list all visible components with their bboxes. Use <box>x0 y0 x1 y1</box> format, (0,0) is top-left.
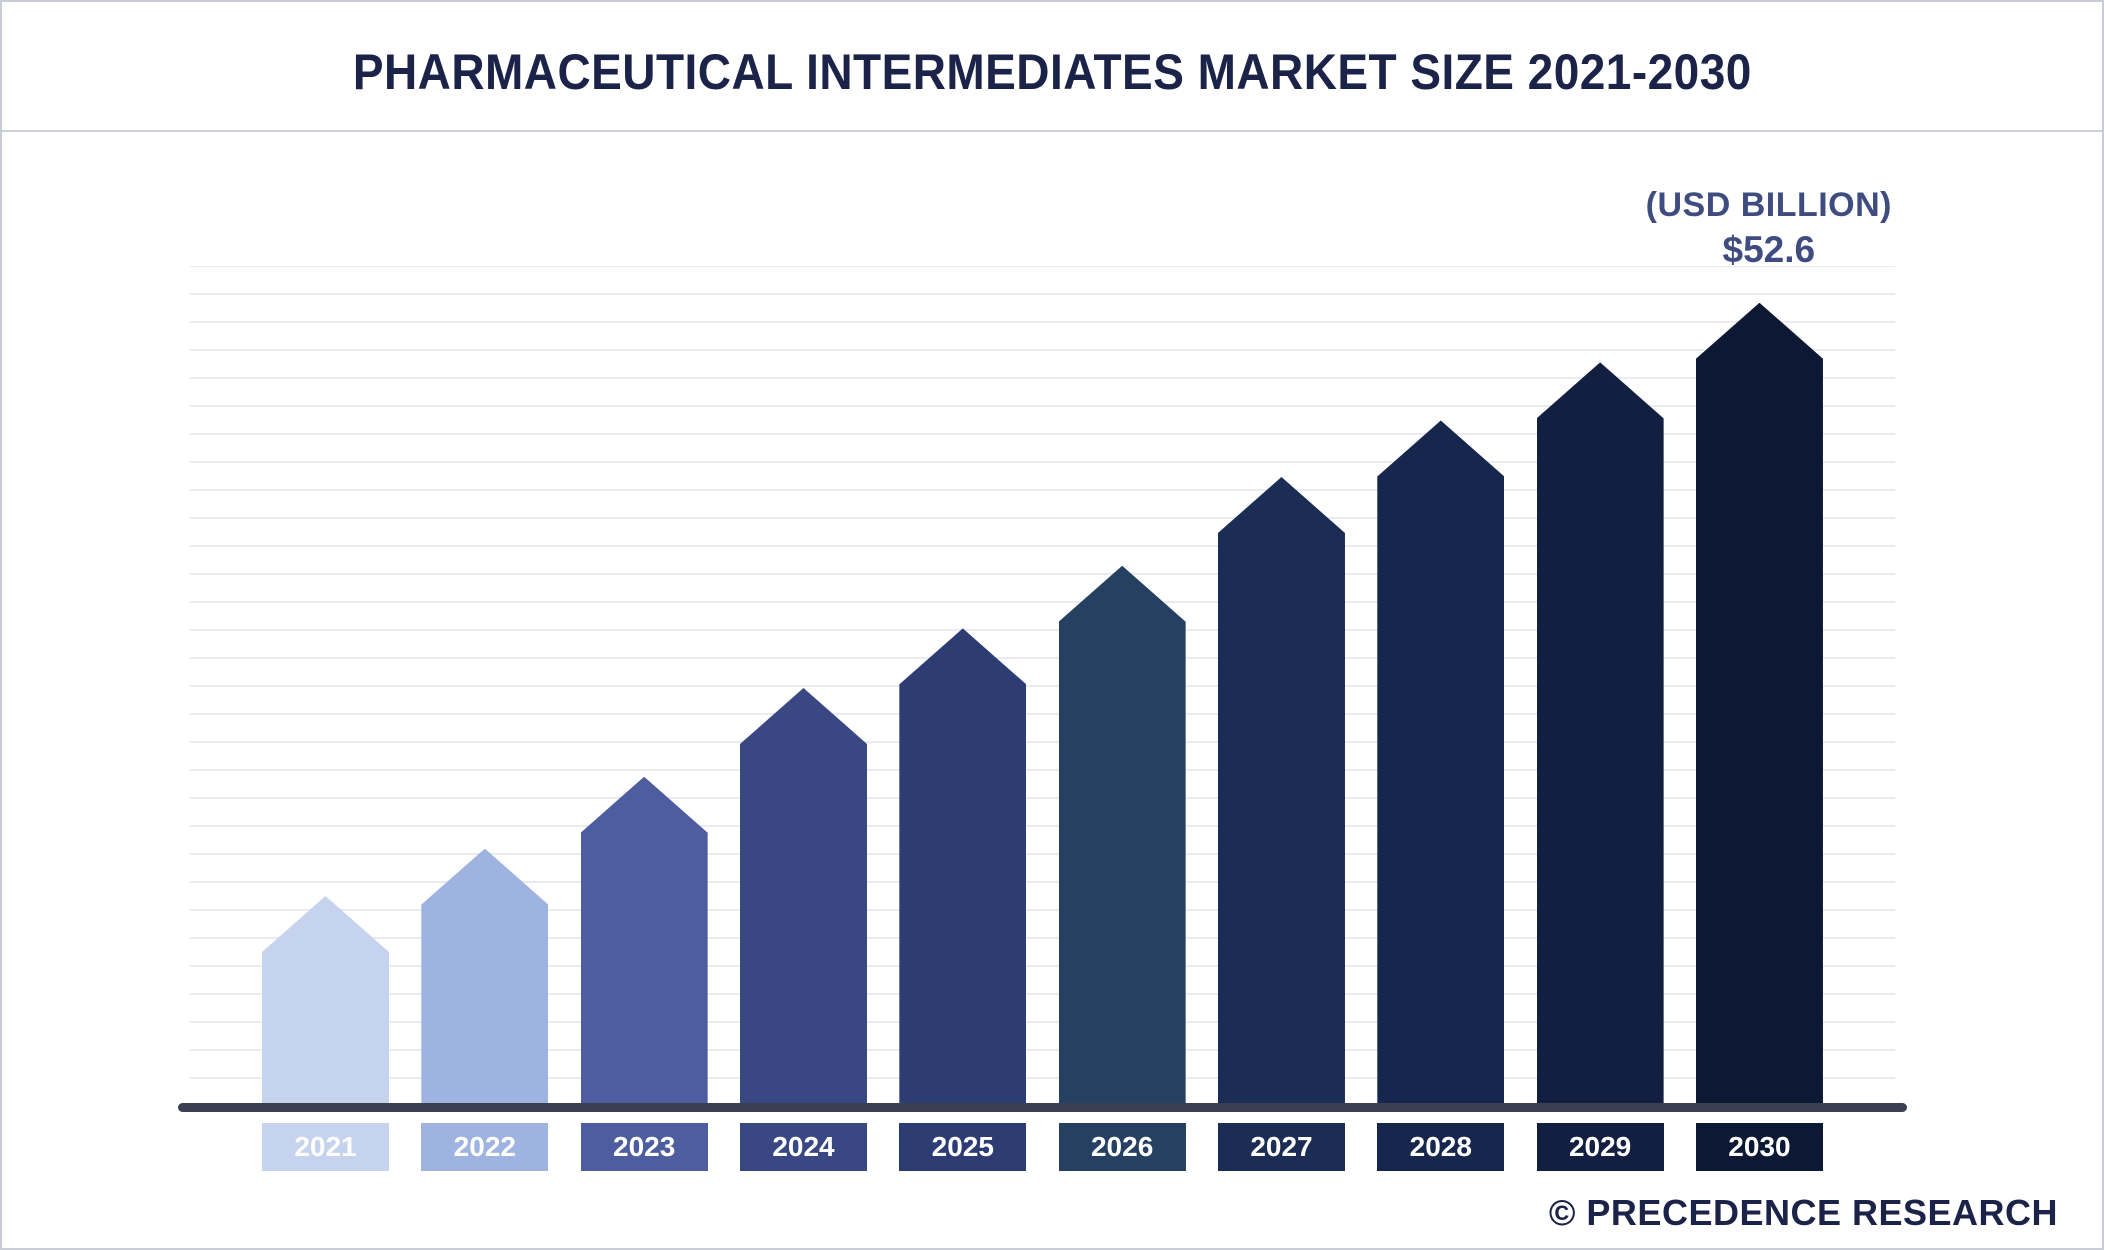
x-label-2026: 2026 <box>1058 1123 1186 1171</box>
bar-2021 <box>262 896 389 1107</box>
x-axis-line <box>178 1103 1907 1112</box>
bar-2030 <box>1695 302 1823 1107</box>
bar-2022 <box>421 848 549 1107</box>
chart-region: (USD BILLION) $52.6 2021 2022 2023 2024 2025… <box>2 132 2102 1248</box>
brand-footer: © PRECEDENCE RESEARCH <box>1548 1192 2058 1233</box>
x-label-2030: 2030 <box>1695 1123 1823 1171</box>
chart-header: PHARMACEUTICAL INTERMEDIATES MARKET SIZE… <box>2 2 2102 132</box>
bar-2023 <box>580 776 708 1107</box>
bars-row <box>190 266 1895 1107</box>
chart-title: PHARMACEUTICAL INTERMEDIATES MARKET SIZE… <box>352 44 1752 100</box>
plot-area: 2021 2022 2023 2024 2025 2026 2027 2028 2029 2030 <box>178 266 1907 1171</box>
final-value-label: $52.6 <box>1722 228 1816 270</box>
bar-2029 <box>1536 362 1664 1107</box>
x-label-2021: 2021 <box>262 1123 389 1171</box>
value-annotation: (USD BILLION) $52.6 <box>1646 184 1892 273</box>
x-label-2022: 2022 <box>421 1123 549 1171</box>
bar-2024 <box>739 688 867 1107</box>
x-axis-labels: 2021 2022 2023 2024 2025 2026 2027 2028 2029 2030 <box>190 1123 1895 1171</box>
bar-2026 <box>1058 565 1186 1107</box>
unit-label: (USD BILLION) <box>1645 186 1892 224</box>
x-label-2025: 2025 <box>899 1123 1027 1171</box>
x-label-2024: 2024 <box>739 1123 867 1171</box>
x-label-2028: 2028 <box>1377 1123 1505 1171</box>
x-label-2023: 2023 <box>580 1123 708 1171</box>
bar-2027 <box>1217 477 1345 1107</box>
x-label-2027: 2027 <box>1217 1123 1345 1171</box>
x-label-2029: 2029 <box>1536 1123 1664 1171</box>
bar-2028 <box>1377 420 1505 1107</box>
bar-2025 <box>899 628 1027 1107</box>
